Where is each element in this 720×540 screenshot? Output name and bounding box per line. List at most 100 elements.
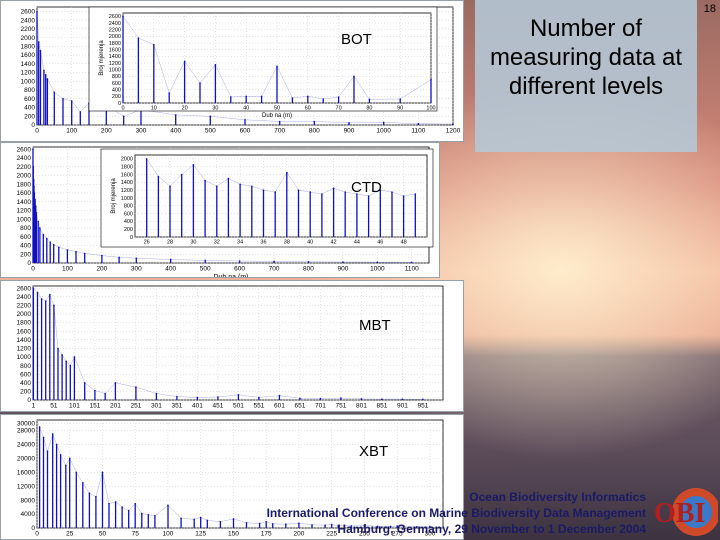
xbt-data-point [42, 436, 45, 439]
mbt-x-tick-label: 301 [151, 403, 162, 410]
bot-data-point [382, 121, 385, 124]
bot-data-point [313, 120, 316, 123]
ctd-data-point [118, 256, 120, 259]
mbt-data-point [32, 287, 35, 289]
bot-x-tick-label: 400 [170, 128, 181, 135]
mbt-y-tick-label: 1800 [17, 320, 32, 327]
ctd-inset-data-point [414, 193, 417, 195]
bot-x-tick-label: 1000 [376, 128, 391, 135]
obi-logo-ocean [680, 496, 712, 528]
mbt-data-point [65, 360, 68, 363]
bot-inset-x-tick-label: 10 [151, 106, 157, 112]
mbt-data-point [114, 381, 117, 384]
ctd-data-point [75, 250, 77, 253]
ctd-inset-y-tick-label: 1800 [121, 165, 133, 171]
ctd-data-point [273, 260, 275, 263]
ctd-inset-x-tick-label: 38 [284, 240, 290, 246]
xbt-x-tick-label: 0 [35, 531, 39, 538]
bot-x-tick-label: 800 [309, 128, 320, 135]
ctd-inset-plot-area [134, 154, 428, 238]
mbt-y-tick-label: 2600 [17, 285, 32, 292]
ctd-inset-y-tick-label: 1600 [121, 172, 133, 178]
xbt-data-point [389, 525, 392, 528]
ctd-inset-data-point [239, 183, 241, 186]
xbt-data-point [258, 522, 261, 525]
mbt-x-tick-label: 51 [50, 403, 58, 410]
bot-data-point [46, 78, 49, 80]
xbt-data-point [324, 524, 326, 527]
bot-data-spikes [36, 11, 454, 125]
bot-inset-data-point [307, 95, 309, 98]
bot-y-tick-label: 1800 [21, 44, 36, 51]
mbt-y-tick-label: 2200 [17, 303, 32, 310]
xbt-plot-area [36, 419, 444, 529]
mbt-data-point [217, 396, 219, 398]
ctd-inset-x-tick-label: 48 [401, 240, 407, 246]
ctd-x-tick-label: 1000 [370, 266, 385, 273]
xbt-data-point [429, 525, 431, 528]
ctd-inset-y-tick-label: 800 [124, 204, 133, 210]
ctd-inset-y-tick-label: 0 [130, 235, 133, 241]
bot-inset-data-point [291, 97, 294, 99]
bot-y-tick-label: 2200 [21, 26, 36, 33]
bot-inset-y-tick-label: 0 [118, 101, 121, 107]
mbt-data-point [237, 394, 240, 396]
ctd-inset-y-axis-label: Broj mjerenja [111, 178, 117, 214]
xbt-data-point [108, 502, 110, 505]
ctd-x-axis-label: Dub na (m) [213, 274, 248, 277]
bot-y-tick-label: 1600 [21, 52, 36, 59]
xbt-x-tick-label: 150 [228, 531, 239, 538]
bot-inset-x-tick-label: 0 [121, 106, 124, 112]
bot-y-tick-label: 200 [24, 113, 35, 120]
bot-inset-y-tick-label: 1600 [109, 48, 121, 54]
ctd-data-point [37, 220, 39, 223]
xbt-x-tick-label: 275 [392, 531, 403, 538]
xbt-data-envelope [39, 426, 430, 528]
bot-inset-data-point [399, 98, 402, 100]
ctd-inset-y-tick-label: 2000 [121, 157, 133, 163]
slide-title-box: Number of measuring data at different le… [475, 0, 697, 152]
mbt-x-tick-label: 1 [32, 403, 36, 410]
xbt-data-point [38, 426, 41, 428]
xbt-data-point [285, 523, 287, 525]
bot-inset-data-point [183, 60, 186, 63]
mbt-data-envelope [33, 288, 423, 400]
ctd-inset-x-tick-label: 40 [307, 240, 313, 246]
xbt-data-spikes [38, 427, 431, 528]
ctd-inset-y-tick-label: 200 [124, 227, 133, 233]
xbt-y-tick-label: 24000 [17, 442, 35, 449]
mbt-chart-panel: 2600 2400 2200 2000 1800 1600 1400 1200 1000 800 6… [0, 280, 464, 412]
xbt-data-point [402, 525, 405, 528]
mbt-x-tick-label: 951 [417, 403, 428, 410]
mbt-data-point [422, 398, 424, 401]
slide-title: Number of measuring data at different le… [489, 15, 683, 100]
ctd-data-point [342, 261, 344, 263]
footer-org: Ocean Biodiversity Informatics [469, 490, 646, 504]
ctd-y-tick-label: 1400 [17, 199, 32, 206]
footer-place: Hamburg, Germany, 29 November to 1 Decem… [337, 522, 646, 536]
bot-inset-y-tick-label: 2200 [109, 28, 121, 34]
ctd-inset-x-tick-label: 28 [167, 240, 173, 246]
ctd-data-point [135, 257, 138, 259]
ctd-data-point [52, 243, 55, 246]
bot-data-point [70, 100, 73, 102]
ctd-inset-data-point [297, 189, 300, 191]
ctd-y-tick-label: 200 [20, 251, 31, 258]
ctd-x-tick-label: 600 [234, 266, 245, 273]
xbt-x-tick-label: 75 [132, 531, 140, 538]
bot-x-tick-label: 1100 [411, 128, 425, 135]
ctd-chart-title: CTD [351, 179, 382, 196]
xbt-y-tick-label: 8000 [21, 497, 36, 504]
ctd-data-point [33, 185, 35, 188]
ctd-inset-y-tick-label: 1000 [121, 196, 133, 202]
mbt-data-point [44, 300, 47, 302]
xbt-data-point [51, 433, 54, 435]
xbt-x-tick-label: 175 [261, 531, 272, 538]
xbt-data-point [330, 523, 333, 526]
xbt-x-tick-label: 125 [195, 531, 206, 538]
bot-data-point [37, 41, 40, 43]
mbt-chart: 2600240022002000180016001400120010008006… [17, 285, 444, 410]
bot-x-tick-label: 500 [205, 128, 216, 135]
mbt-x-tick-label: 451 [212, 403, 223, 410]
ctd-x-tick-label: 300 [131, 266, 142, 273]
